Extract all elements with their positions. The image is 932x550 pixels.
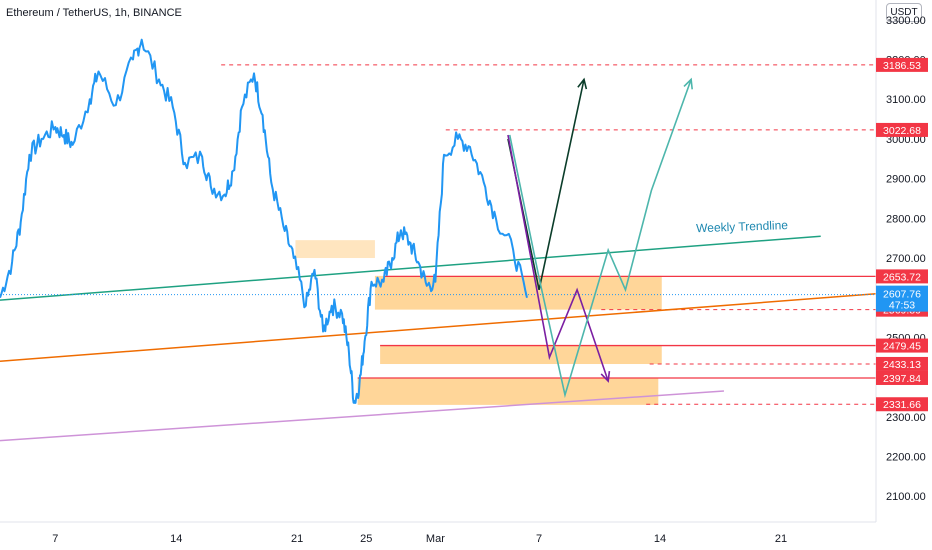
level-tag-label: 2479.45 (883, 341, 921, 353)
y-tick-label: 2300.00 (886, 412, 926, 424)
projection-path-2 (508, 79, 692, 399)
x-tick-label: 14 (170, 533, 182, 545)
x-tick-label: 7 (52, 533, 58, 545)
y-tick-label: 3300.00 (886, 15, 926, 27)
x-tick-label: 14 (654, 533, 666, 545)
level-tag-label: 3186.53 (883, 60, 921, 72)
x-tick-label: Mar (426, 533, 445, 545)
zone-3 (357, 378, 659, 405)
projection-arrowhead-1 (600, 371, 611, 383)
projection-path-1 (507, 134, 609, 382)
price-series-line (0, 38, 528, 404)
current-price-label: 2607.76 (883, 289, 921, 301)
projection-arrowhead-2 (683, 77, 693, 90)
x-tick-label: 21 (291, 533, 303, 545)
level-tag-label: 2331.66 (883, 399, 921, 411)
projections-layer (507, 77, 693, 399)
y-tick-label: 2700.00 (886, 253, 926, 265)
level-tag-0 (876, 57, 928, 72)
chart-title: Ethereum / TetherUS, 1h, BINANCE (6, 7, 182, 19)
annotation-weekly-trendline: Weekly Trendline (696, 218, 789, 235)
y-tick-label: 2900.00 (886, 174, 926, 186)
trendline-0 (0, 235, 821, 301)
y-tick-label: 2200.00 (886, 452, 926, 464)
y-tick-label: 2100.00 (886, 491, 926, 503)
projection-arrowhead-0 (577, 77, 588, 90)
price-layer (0, 38, 528, 404)
level-tag-6 (876, 370, 928, 385)
x-tick-label: 21 (775, 533, 787, 545)
y-tick-label: 3100.00 (886, 94, 926, 106)
level-tag-label: 2653.72 (883, 271, 921, 283)
level-tag-label: 2433.13 (883, 359, 921, 371)
trendline-2 (0, 390, 725, 442)
level-tag-label: 3022.68 (883, 125, 921, 137)
x-tick-label: 7 (536, 533, 542, 545)
level-tag-5 (876, 356, 928, 371)
zone-1 (374, 275, 662, 310)
zone-0 (295, 240, 375, 259)
current-price-tag (876, 285, 928, 312)
y-tick-label: 3000.00 (886, 134, 926, 146)
level-tag-2 (876, 269, 928, 284)
annotations-layer: Weekly Trendline (696, 218, 789, 235)
trendline-1 (0, 293, 877, 362)
level-tag-7 (876, 397, 928, 412)
level-tag-label: 2397.84 (883, 373, 921, 385)
level-tag-1 (876, 122, 928, 137)
y-tick-label: 2800.00 (886, 213, 926, 225)
trendlines-layer (0, 235, 877, 442)
zone-2 (380, 345, 662, 365)
zones-layer (295, 240, 662, 405)
level-tag-4 (876, 338, 928, 353)
countdown-label: 47:53 (889, 300, 915, 312)
currency-badge[interactable]: USDT (886, 3, 922, 22)
x-tick-label: 25 (360, 533, 372, 545)
